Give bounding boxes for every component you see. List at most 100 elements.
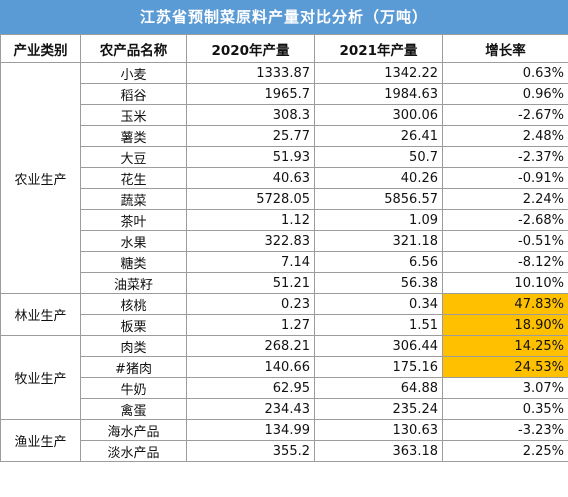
value-2021-cell: 306.44: [314, 335, 443, 357]
header-product: 农产品名称: [80, 34, 187, 63]
product-cell: 蔬菜: [80, 188, 187, 210]
value-2020-cell: 140.66: [186, 356, 315, 378]
header-2021: 2021年产量: [314, 34, 443, 63]
value-2021-cell: 130.63: [314, 419, 443, 441]
value-2021-cell: 0.34: [314, 293, 443, 315]
category-cell: 牧业生产: [0, 335, 81, 420]
product-cell: 核桃: [80, 293, 187, 315]
growth-cell: 47.83%: [442, 293, 568, 315]
table-row: 茶叶 1.12 1.09 -2.68%: [1, 209, 568, 231]
product-cell: 小麦: [80, 62, 187, 84]
category-cell: 农业生产: [0, 62, 81, 294]
value-2020-cell: 1333.87: [186, 62, 315, 84]
value-2020-cell: 25.77: [186, 125, 315, 147]
value-2020-cell: 134.99: [186, 419, 315, 441]
table-row: 稻谷 1965.7 1984.63 0.96%: [1, 83, 568, 105]
header-2020: 2020年产量: [186, 34, 315, 63]
table-row: 林业生产 核桃 0.23 0.34 47.83%: [0, 293, 568, 336]
product-cell: 花生: [80, 167, 187, 189]
product-cell: 淡水产品: [80, 440, 187, 462]
growth-cell: -2.67%: [442, 104, 568, 126]
value-2020-cell: 5728.05: [186, 188, 315, 210]
growth-cell: 24.53%: [442, 356, 568, 378]
growth-cell: 10.10%: [442, 272, 568, 294]
product-cell: 牛奶: [80, 377, 187, 399]
value-2021-cell: 1984.63: [314, 83, 443, 105]
value-2021-cell: 235.24: [314, 398, 443, 420]
value-2021-cell: 321.18: [314, 230, 443, 252]
product-cell: 油菜籽: [80, 272, 187, 294]
table-row: 农业生产 小麦 1333.87 1342.22 0.63%: [0, 62, 568, 294]
product-cell: 稻谷: [80, 83, 187, 105]
snowball-logo-icon: [515, 475, 532, 491]
growth-cell: -3.23%: [442, 419, 568, 441]
growth-cell: 14.25%: [442, 335, 568, 357]
table-row: 花生 40.63 40.26 -0.91%: [1, 167, 568, 189]
value-2020-cell: 1.12: [186, 209, 315, 231]
value-2020-cell: 62.95: [186, 377, 315, 399]
category-cell: 渔业生产: [0, 419, 81, 462]
product-cell: 薯类: [80, 125, 187, 147]
table-row: 水果 322.83 321.18 -0.51%: [1, 230, 568, 252]
value-2020-cell: 268.21: [186, 335, 315, 357]
table-row: 油菜籽 51.21 56.38 10.10%: [1, 272, 568, 294]
product-cell: 板栗: [80, 314, 187, 336]
product-cell: 海水产品: [80, 419, 187, 441]
table-row: 玉米 308.3 300.06 -2.67%: [1, 104, 568, 126]
category-cell: 林业生产: [0, 293, 81, 336]
product-cell: 肉类: [80, 335, 187, 357]
value-2021-cell: 56.38: [314, 272, 443, 294]
product-cell: 茶叶: [80, 209, 187, 231]
product-cell: 禽蛋: [80, 398, 187, 420]
table-row: 蔬菜 5728.05 5856.57 2.24%: [1, 188, 568, 210]
value-2020-cell: 322.83: [186, 230, 315, 252]
header-row: 产业类别 农产品名称 2020年产量 2021年产量 增长率: [0, 34, 568, 63]
value-2021-cell: 363.18: [314, 440, 443, 462]
table-row: 板栗 1.27 1.51 18.90%: [1, 314, 568, 336]
value-2021-cell: 50.7: [314, 146, 443, 168]
value-2020-cell: 51.93: [186, 146, 315, 168]
value-2020-cell: 234.43: [186, 398, 315, 420]
table-row: 薯类 25.77 26.41 2.48%: [1, 125, 568, 147]
growth-cell: 0.63%: [442, 62, 568, 84]
table-row: 渔业生产 海水产品 134.99 130.63 -3.23%: [0, 419, 568, 462]
value-2021-cell: 300.06: [314, 104, 443, 126]
value-2021-cell: 1.09: [314, 209, 443, 231]
table-row: 禽蛋 234.43 235.24 0.35%: [1, 398, 568, 420]
product-cell: 水果: [80, 230, 187, 252]
table-row: 淡水产品 355.2 363.18 2.25%: [1, 440, 568, 462]
value-2021-cell: 5856.57: [314, 188, 443, 210]
table-body: 农业生产 小麦 1333.87 1342.22 0.63% 稻谷 1965.7 1984.63…: [0, 62, 568, 462]
header-category: 产业类别: [0, 34, 81, 63]
growth-cell: 2.25%: [442, 440, 568, 462]
value-2021-cell: 6.56: [314, 251, 443, 273]
product-cell: #猪肉: [80, 356, 187, 378]
value-2020-cell: 355.2: [186, 440, 315, 462]
growth-cell: -2.37%: [442, 146, 568, 168]
growth-cell: -8.12%: [442, 251, 568, 273]
growth-cell: 3.07%: [442, 377, 568, 399]
watermark: 雪球: [515, 473, 562, 493]
growth-cell: -0.51%: [442, 230, 568, 252]
value-2020-cell: 308.3: [186, 104, 315, 126]
value-2021-cell: 175.16: [314, 356, 443, 378]
table-title: 江苏省预制菜原料产量对比分析（万吨）: [0, 0, 568, 34]
product-cell: 玉米: [80, 104, 187, 126]
table-row: 牛奶 62.95 64.88 3.07%: [1, 377, 568, 399]
value-2021-cell: 1.51: [314, 314, 443, 336]
growth-cell: -0.91%: [442, 167, 568, 189]
value-2020-cell: 7.14: [186, 251, 315, 273]
growth-cell: 0.35%: [442, 398, 568, 420]
table-row: 糖类 7.14 6.56 -8.12%: [1, 251, 568, 273]
table-row: 牧业生产 肉类 268.21 306.44 14.25%: [0, 335, 568, 420]
product-cell: 大豆: [80, 146, 187, 168]
growth-cell: 18.90%: [442, 314, 568, 336]
value-2021-cell: 64.88: [314, 377, 443, 399]
product-cell: 糖类: [80, 251, 187, 273]
header-growth: 增长率: [442, 34, 568, 63]
value-2020-cell: 0.23: [186, 293, 315, 315]
value-2020-cell: 1965.7: [186, 83, 315, 105]
value-2020-cell: 1.27: [186, 314, 315, 336]
value-2021-cell: 1342.22: [314, 62, 443, 84]
